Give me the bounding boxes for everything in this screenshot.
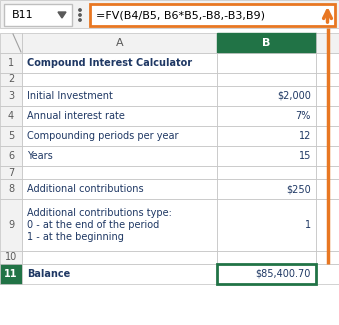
- Text: $2,000: $2,000: [277, 91, 311, 101]
- Text: $85,400.70: $85,400.70: [256, 269, 311, 279]
- Bar: [316, 73, 339, 86]
- Text: 4: 4: [8, 111, 14, 121]
- Bar: [0, 251, 22, 264]
- Text: Compound Interest Calculator: Compound Interest Calculator: [27, 58, 192, 68]
- Bar: [316, 199, 339, 251]
- Circle shape: [79, 14, 81, 16]
- Bar: [316, 86, 339, 106]
- Text: Years: Years: [27, 151, 53, 161]
- Bar: [217, 146, 316, 166]
- Bar: [316, 126, 339, 146]
- Bar: [316, 166, 339, 179]
- Circle shape: [79, 9, 81, 11]
- Bar: [217, 166, 316, 179]
- Text: B: B: [262, 38, 271, 48]
- Bar: [217, 86, 316, 106]
- Bar: [22, 73, 217, 86]
- Text: A: A: [116, 38, 123, 48]
- Polygon shape: [58, 12, 66, 18]
- Bar: [316, 251, 339, 264]
- Bar: [0, 33, 22, 53]
- Bar: [22, 251, 217, 264]
- Text: 11: 11: [4, 269, 18, 279]
- Text: =FV(B4/B5, B6*B5,-B8,-B3,B9): =FV(B4/B5, B6*B5,-B8,-B3,B9): [96, 10, 265, 20]
- Text: 10: 10: [5, 253, 17, 263]
- Bar: [22, 179, 217, 199]
- Text: 3: 3: [8, 91, 14, 101]
- Bar: [0, 264, 22, 284]
- Bar: [217, 106, 316, 126]
- Bar: [0, 73, 22, 86]
- Bar: [316, 106, 339, 126]
- Bar: [217, 53, 316, 73]
- Text: 5: 5: [8, 131, 14, 141]
- Bar: [22, 86, 217, 106]
- Bar: [217, 199, 316, 251]
- Bar: [0, 53, 22, 73]
- Bar: [0, 199, 22, 251]
- Bar: [316, 53, 339, 73]
- Bar: [0, 146, 22, 166]
- Text: 15: 15: [299, 151, 311, 161]
- Text: 6: 6: [8, 151, 14, 161]
- Text: Initial Investment: Initial Investment: [27, 91, 113, 101]
- Bar: [0, 166, 22, 179]
- Text: 7: 7: [8, 167, 14, 177]
- Bar: [217, 33, 316, 53]
- Text: B11: B11: [12, 10, 34, 20]
- Text: 2: 2: [8, 74, 14, 84]
- Text: 1: 1: [8, 58, 14, 68]
- Circle shape: [79, 19, 81, 21]
- Text: Additional contributions type:
0 - at the end of the period
1 - at the beginning: Additional contributions type: 0 - at th…: [27, 208, 172, 241]
- Bar: [22, 264, 217, 284]
- Bar: [316, 179, 339, 199]
- Bar: [4, 4, 72, 26]
- Bar: [22, 106, 217, 126]
- Text: 12: 12: [299, 131, 311, 141]
- Text: 7%: 7%: [296, 111, 311, 121]
- Bar: [316, 146, 339, 166]
- Text: 9: 9: [8, 220, 14, 230]
- Bar: [217, 126, 316, 146]
- Bar: [0, 0, 339, 28]
- Bar: [316, 33, 339, 53]
- Bar: [217, 251, 316, 264]
- Text: Compounding periods per year: Compounding periods per year: [27, 131, 179, 141]
- Bar: [22, 33, 217, 53]
- Text: Balance: Balance: [27, 269, 70, 279]
- Bar: [0, 86, 22, 106]
- Bar: [0, 126, 22, 146]
- Bar: [22, 53, 217, 73]
- Bar: [0, 106, 22, 126]
- Bar: [217, 73, 316, 86]
- Text: 1: 1: [305, 220, 311, 230]
- Bar: [22, 126, 217, 146]
- Bar: [217, 179, 316, 199]
- Bar: [22, 199, 217, 251]
- Text: Annual interest rate: Annual interest rate: [27, 111, 125, 121]
- Bar: [316, 264, 339, 284]
- Text: 8: 8: [8, 184, 14, 194]
- Bar: [0, 179, 22, 199]
- Bar: [22, 166, 217, 179]
- Text: Additional contributions: Additional contributions: [27, 184, 144, 194]
- Bar: [22, 146, 217, 166]
- Text: $250: $250: [286, 184, 311, 194]
- Bar: [90, 4, 335, 26]
- Bar: [217, 264, 316, 284]
